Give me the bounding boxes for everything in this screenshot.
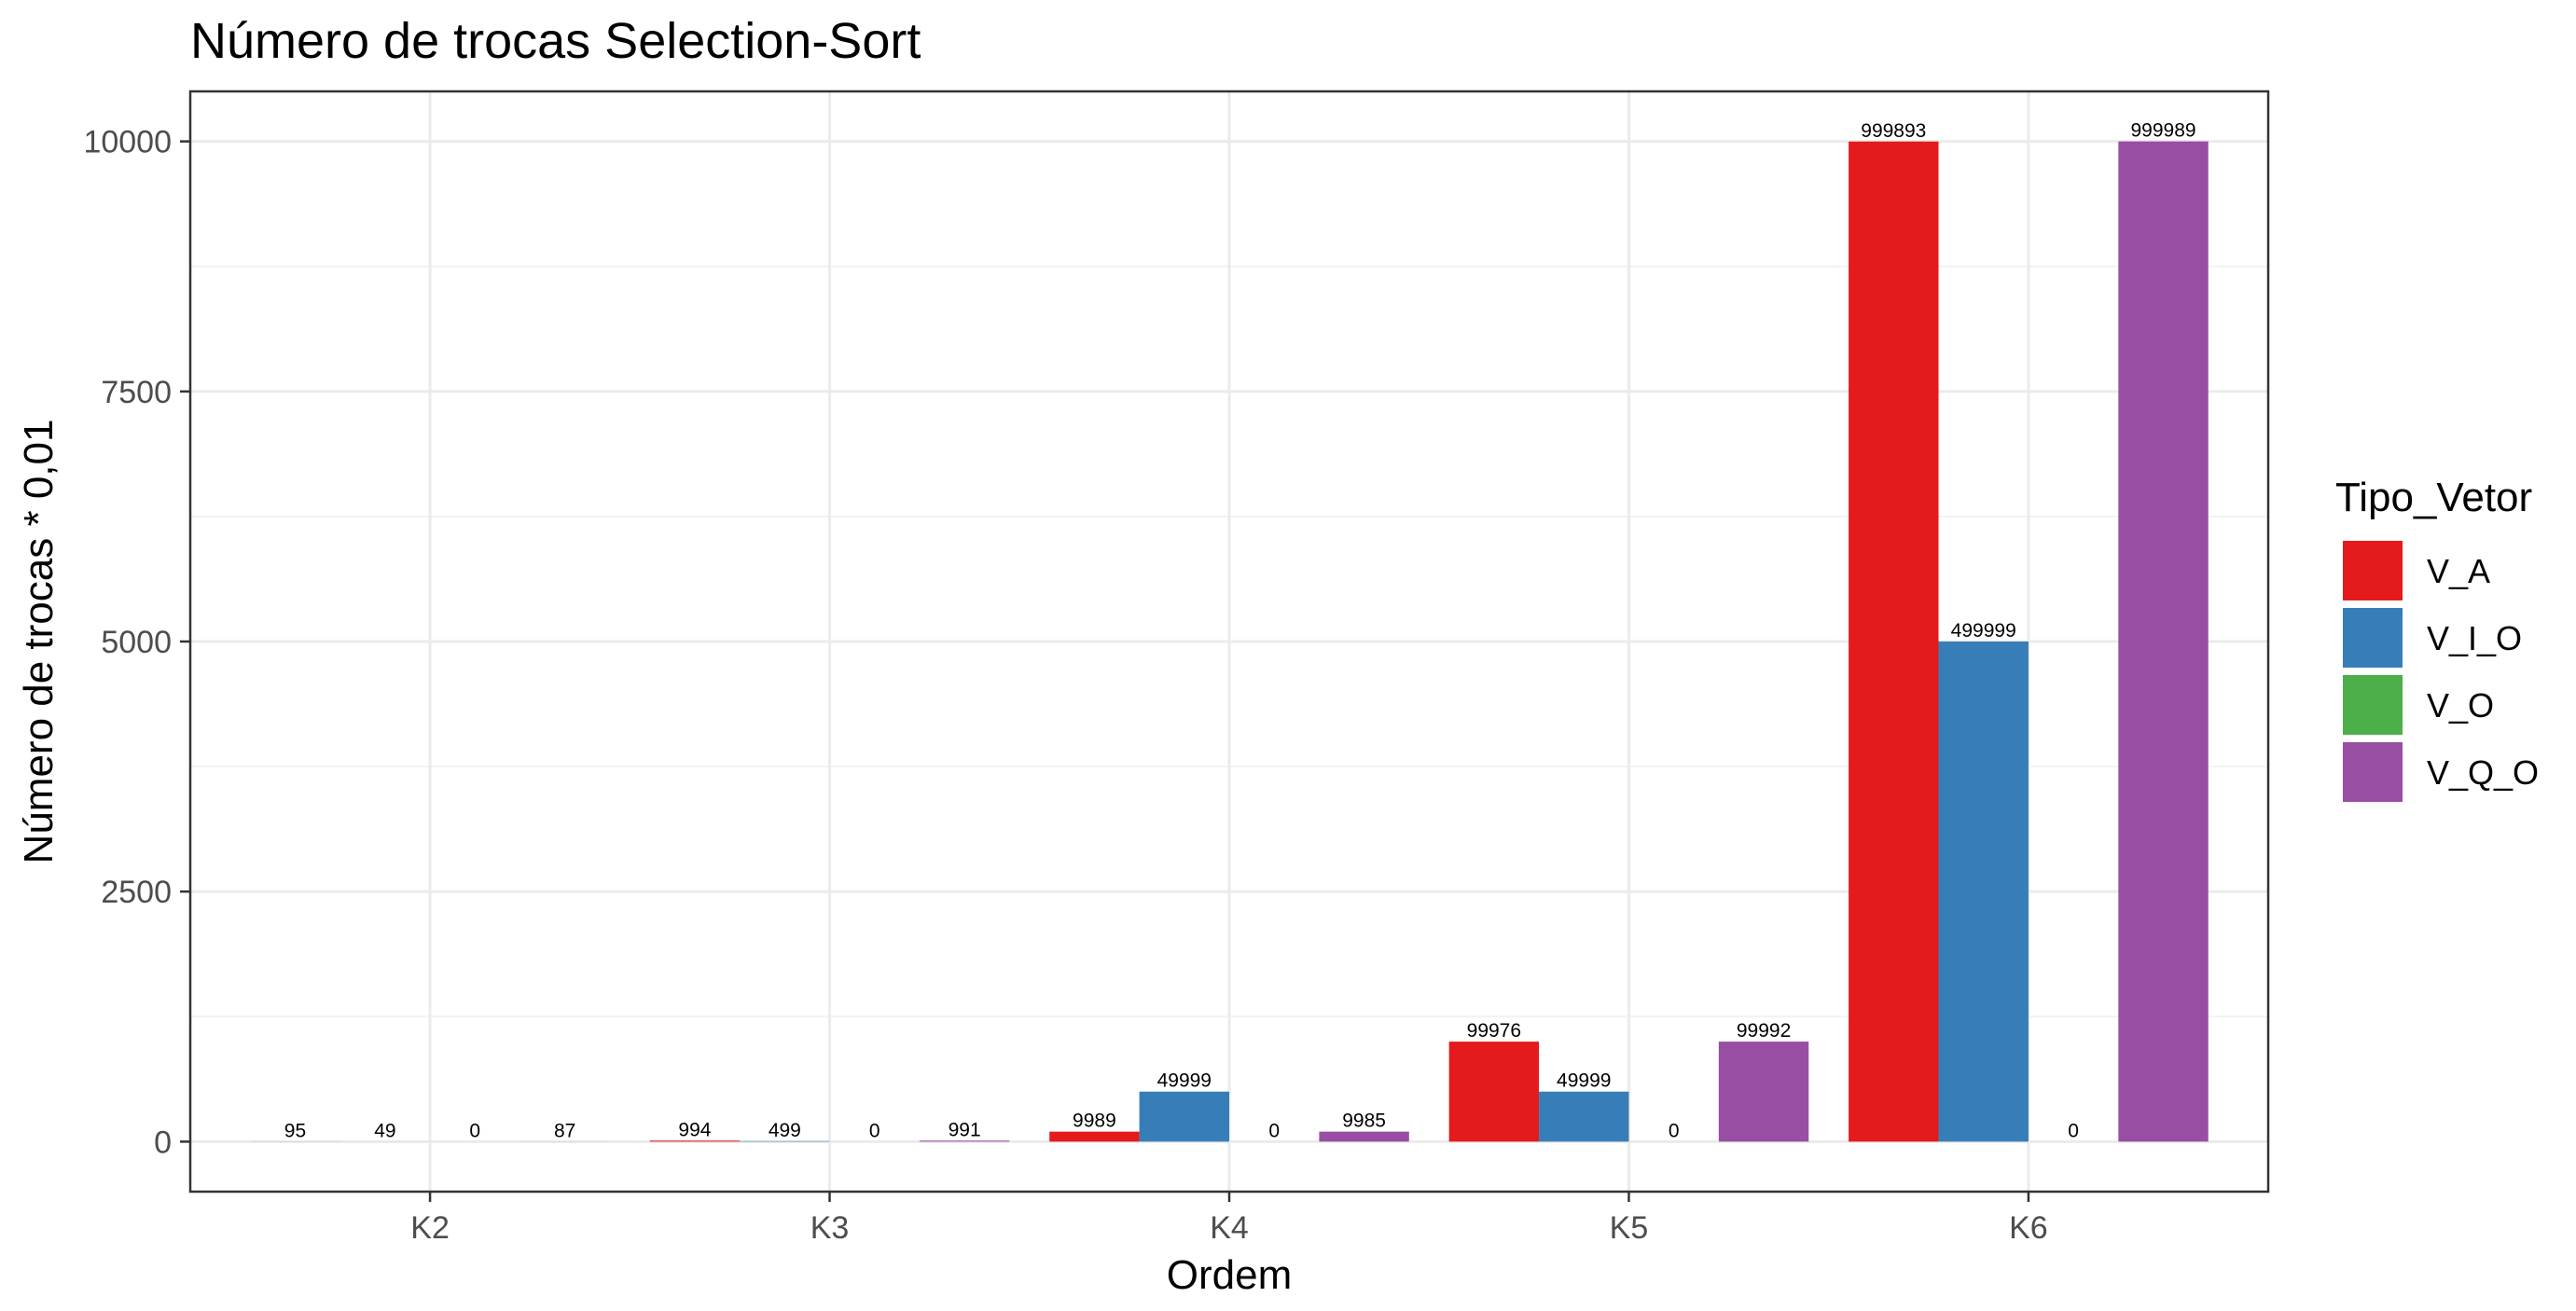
data-label: 49999: [1157, 1070, 1212, 1092]
bar-v-i-o-k4: [1139, 1091, 1229, 1142]
legend-label: V_O: [2427, 686, 2494, 724]
data-label: 9989: [1073, 1111, 1116, 1132]
data-label: 999893: [1861, 120, 1926, 142]
data-label: 499999: [1951, 620, 2016, 642]
data-label: 95: [284, 1120, 306, 1141]
x-tick-label: K6: [2009, 1210, 2048, 1246]
bar-v-i-o-k3: [740, 1140, 830, 1142]
data-label: 991: [949, 1119, 981, 1140]
legend-title: Tipo_Vetor: [2335, 475, 2532, 520]
data-label: 99992: [1737, 1020, 1791, 1042]
bar-v-q-o-k5: [1718, 1042, 1809, 1142]
y-tick-label: 10000: [83, 125, 172, 160]
bar-v-a-k4: [1049, 1131, 1140, 1142]
data-label: 0: [1268, 1120, 1280, 1141]
bar-v-i-o-k5: [1539, 1091, 1629, 1142]
x-tick-label: K3: [810, 1210, 850, 1246]
legend: Tipo_Vetor V_A V_I_O V_O V_Q_O: [2335, 475, 2539, 802]
data-label: 0: [2068, 1120, 2079, 1141]
bar-v-q-o-k4: [1319, 1131, 1409, 1142]
chart-title: Número de trocas Selection-Sort: [190, 13, 921, 69]
data-label: 499: [769, 1120, 801, 1141]
legend-key-v-i-o: [2343, 608, 2403, 668]
y-axis-title: Número de trocas * 0,01: [16, 420, 62, 864]
data-label: 0: [469, 1120, 480, 1141]
bar-v-a-k5: [1448, 1042, 1540, 1142]
plot-panel: 95 49 0 87 994 499 0 991 9989 49999 0 9985 99976 4999…: [188, 90, 2270, 1194]
bar-v-a-k3: [649, 1140, 741, 1142]
x-tick-label: K2: [410, 1210, 450, 1246]
data-label: 9985: [1342, 1111, 1386, 1132]
data-label: 0: [1669, 1120, 1680, 1141]
y-tick-label: 0: [154, 1125, 172, 1160]
bar-v-q-o-k3: [919, 1140, 1010, 1142]
x-tick-label: K5: [1610, 1210, 1649, 1246]
y-tick-label: 7500: [101, 375, 172, 410]
legend-label: V_Q_O: [2427, 753, 2539, 792]
data-label: 87: [554, 1120, 575, 1141]
x-axis-title: Ordem: [1167, 1252, 1292, 1298]
legend-label: V_I_O: [2427, 619, 2522, 657]
legend-label: V_A: [2427, 552, 2490, 590]
bar-v-i-o-k6: [1938, 642, 2029, 1142]
data-label: 49: [374, 1120, 395, 1141]
bar-v-a-k6: [1849, 141, 1939, 1142]
y-tick-label: 5000: [101, 625, 172, 660]
legend-key-v-o: [2343, 675, 2403, 735]
legend-key-v-a: [2343, 541, 2403, 600]
data-label: 994: [678, 1119, 711, 1140]
data-label: 999989: [2130, 120, 2195, 142]
y-tick-label: 2500: [101, 875, 172, 910]
bar-v-q-o-k6: [2118, 141, 2209, 1142]
data-label: 99976: [1467, 1020, 1521, 1042]
x-tick-label: K4: [1210, 1210, 1249, 1246]
data-label: 0: [869, 1120, 880, 1141]
legend-key-v-q-o: [2343, 742, 2403, 802]
data-label: 49999: [1557, 1070, 1611, 1092]
